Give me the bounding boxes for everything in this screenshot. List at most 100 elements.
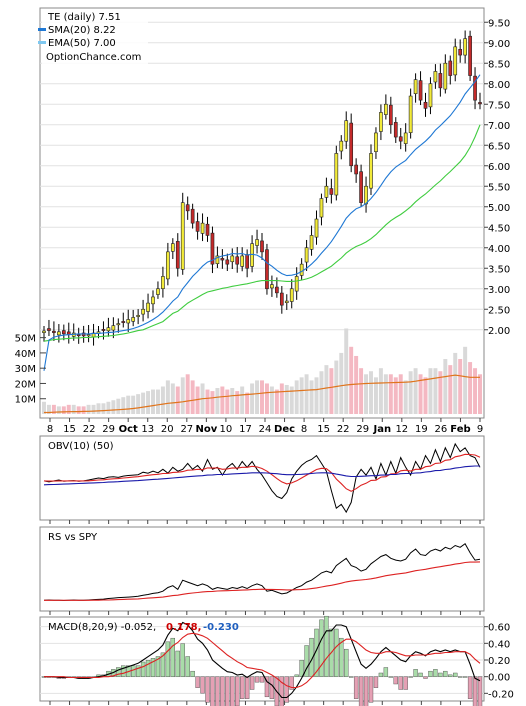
macd-hist-bar-41 (244, 676, 250, 699)
volume-bar-28 (180, 377, 185, 414)
macd-hist-bar-23 (155, 656, 161, 677)
volume-y-axis: 50M 40M 30M 20M 10M (15, 334, 46, 406)
volume-bar-84 (458, 359, 463, 414)
candle-body-71 (393, 122, 398, 138)
macd-hist-bar-53 (304, 645, 309, 677)
price-ytick-label-8: 5.50 (488, 182, 510, 193)
candle-body-59 (334, 153, 339, 196)
candle-24 (161, 266, 165, 298)
volume-bar-1 (46, 404, 51, 414)
volume-bar-31 (195, 386, 200, 414)
candle-body-83 (453, 46, 458, 76)
macd-hist-bar-34 (210, 676, 215, 706)
price-y-axis: 9.50 9.00 8.50 8.00 7.50 7.00 6.50 6.00 5.50 5.00… (484, 18, 510, 337)
xtick-label-13: 8 (301, 424, 307, 435)
macd-legend-value2: -0.230 (203, 622, 239, 633)
price-candles (42, 30, 482, 346)
volume-bar-34 (210, 391, 215, 414)
macd-hist-bar-44 (259, 676, 265, 683)
volume-bar-24 (160, 386, 165, 414)
candle-body-60 (339, 140, 344, 152)
volume-bar-72 (398, 374, 403, 414)
price-legend-source: OptionChance.com (46, 52, 141, 63)
candle-29 (185, 196, 190, 220)
candle-48 (279, 286, 284, 314)
macd-ytick-label-2: 0.20 (488, 656, 510, 667)
xtick-label-4: Oct (119, 424, 138, 435)
candle-16 (121, 312, 126, 328)
volume-bar-5 (66, 404, 71, 414)
xtick-label-18: 12 (395, 424, 408, 435)
macd-hist-bar-49 (284, 676, 289, 703)
volume-bar-16 (121, 397, 126, 414)
candle-61 (344, 111, 349, 149)
volume-ytick-label-0: 50M (15, 334, 36, 345)
volume-bar-81 (443, 359, 448, 414)
xtick-label-7: 27 (180, 424, 193, 435)
candle-22 (151, 290, 155, 313)
candle-body-61 (344, 120, 349, 142)
candle-body-82 (448, 60, 453, 76)
candle-body-80 (438, 73, 443, 89)
macd-hist-bar-28 (180, 643, 185, 677)
xtick-label-21: Feb (450, 424, 470, 435)
candle-body-1 (47, 328, 51, 331)
obv-ema10-line (43, 453, 481, 492)
candle-body-65 (364, 185, 368, 205)
rs-lines (43, 542, 481, 602)
volume-bar-23 (155, 389, 160, 414)
macd-hist-bar-80 (438, 672, 443, 677)
candle-63 (354, 158, 358, 183)
volume-bar-69 (383, 374, 388, 414)
xtick-label-8: Nov (195, 424, 217, 435)
candle-body-63 (354, 164, 358, 175)
volume-bar-15 (116, 398, 121, 414)
macd-hist-bar-61 (344, 648, 349, 677)
macd-hist-bar-73 (403, 676, 408, 690)
macd-hist-bar-71 (393, 676, 398, 685)
volume-bar-0 (42, 401, 46, 414)
candle-75 (413, 73, 418, 103)
macd-hist-bar-51 (294, 674, 299, 677)
candle-body-70 (388, 104, 393, 126)
macd-hist-bar-20 (140, 661, 146, 677)
candle-body-43 (255, 239, 259, 246)
price-ytick-label-1: 9.00 (488, 39, 510, 50)
rs-line (43, 542, 481, 602)
candle-body-88 (478, 102, 482, 105)
price-legend: TE (daily) 7.51 SMA(20) 8.22 EMA(50) 7.0… (38, 10, 148, 64)
candle-18 (131, 309, 136, 327)
macd-hist-bar-82 (448, 674, 453, 677)
xtick-label-11: 24 (259, 424, 272, 435)
candle-67 (374, 127, 378, 159)
candle-body-84 (458, 48, 463, 56)
candle-body-35 (215, 255, 220, 264)
candle-body-15 (116, 323, 121, 326)
candle-13 (106, 317, 111, 337)
volume-bar-27 (175, 386, 180, 414)
candle-64 (359, 164, 363, 208)
volume-bar-54 (309, 380, 314, 414)
candle-body-0 (42, 330, 46, 333)
candle-26 (170, 238, 175, 259)
candle-53 (304, 239, 309, 271)
candle-49 (284, 294, 289, 310)
candle-body-57 (324, 185, 329, 198)
candle-15 (116, 318, 121, 333)
candle-86 (468, 30, 472, 81)
macd-hist-bar-79 (433, 669, 438, 677)
candle-body-40 (240, 255, 245, 267)
candle-50 (289, 279, 294, 309)
candle-45 (265, 243, 269, 295)
volume-ytick-label-3: 20M (15, 379, 36, 390)
macd-hist-bar-26 (170, 637, 176, 677)
macd-hist-bar-56 (319, 619, 324, 677)
macd-hist-bar-74 (408, 676, 413, 678)
volume-bar-19 (136, 394, 141, 414)
candle-body-13 (106, 327, 111, 332)
candle-body-54 (309, 235, 314, 250)
macd-hist-bar-40 (239, 676, 245, 699)
sma20-line (43, 74, 481, 371)
candle-83 (453, 38, 458, 82)
price-ytick-label-14: 2.50 (488, 305, 510, 316)
